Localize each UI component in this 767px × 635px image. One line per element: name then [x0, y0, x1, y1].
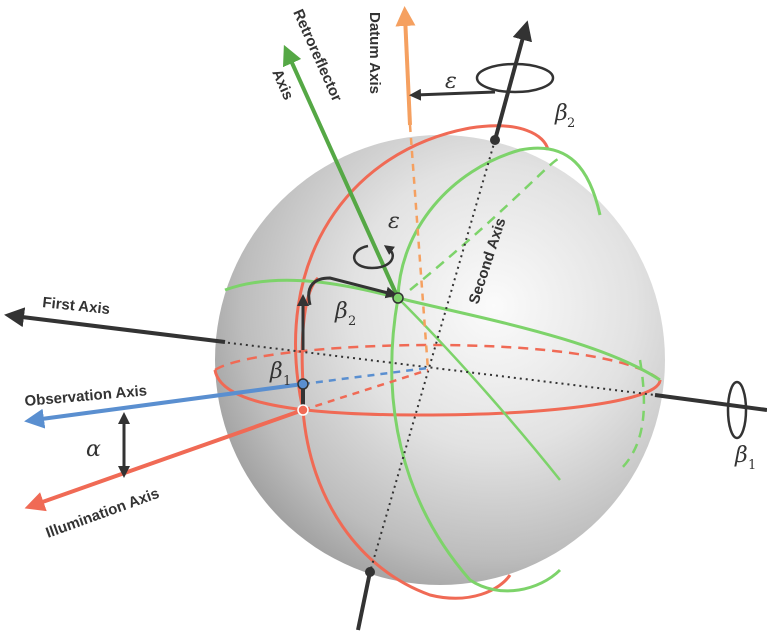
beta2-inner-symbol: β — [334, 299, 348, 324]
illumination-point — [297, 404, 309, 416]
retroreflector-axis-label-line1: Retroreflector — [289, 7, 345, 105]
second-axis-line — [493, 20, 533, 141]
green-circle-d — [397, 297, 561, 481]
observation-point — [297, 378, 309, 390]
beta2-inner-subscript: 2 — [348, 314, 356, 329]
alpha-symbol: α — [86, 437, 101, 462]
datum-axis-line — [395, 6, 416, 126]
retroreflector-axis-label-line2: Axis — [268, 67, 296, 103]
red-meridian-circle-lower — [301, 409, 512, 600]
first-axis-line-right — [654, 393, 767, 412]
beta2-top-rotation-icon — [475, 62, 555, 94]
observation-axis-line — [24, 382, 304, 429]
red-meridian-circle — [294, 124, 550, 411]
illumination-axis-line — [24, 408, 304, 512]
second-axis-line-lower — [356, 571, 372, 631]
datum-axis-inner-line — [408, 124, 430, 371]
beta1-inner-subscript: 1 — [283, 374, 291, 389]
observation-axis-inner-line — [302, 366, 429, 386]
green-circle-back — [409, 157, 562, 291]
green-circle-back-lower — [619, 359, 646, 471]
first-axis-line — [4, 307, 226, 344]
red-horizontal-circle-back — [214, 343, 661, 381]
beta2-rotation-arrow — [307, 276, 398, 306]
beta1-right-symbol: β — [734, 443, 748, 468]
epsilon-top-arrow — [409, 88, 496, 101]
retroreflector-axis-line — [282, 44, 400, 299]
first-axis-inner-line — [221, 341, 656, 396]
green-circle-c — [390, 297, 562, 593]
green-circle-a — [224, 278, 661, 382]
retroreflector-center-point — [392, 292, 404, 304]
beta2-top-subscript: 2 — [567, 116, 575, 131]
beta1-inner-symbol: β — [269, 359, 283, 384]
epsilon-top-symbol: ε — [445, 69, 457, 94]
illumination-axis-inner-line — [302, 368, 429, 412]
epsilon-inner-rotation-arrow — [353, 244, 395, 270]
first-axis-label: First Axis — [42, 294, 111, 318]
datum-axis-label: Datum Axis — [366, 12, 383, 94]
epsilon-inner-symbol: ε — [388, 209, 400, 234]
second-axis-top-point — [490, 135, 500, 145]
beta1-right-rotation-icon — [726, 380, 748, 440]
beta1-right-subscript: 1 — [748, 458, 756, 473]
green-circle-b — [396, 146, 602, 299]
beta2-top-symbol: β — [554, 101, 568, 126]
second-axis-bottom-point — [365, 567, 375, 577]
